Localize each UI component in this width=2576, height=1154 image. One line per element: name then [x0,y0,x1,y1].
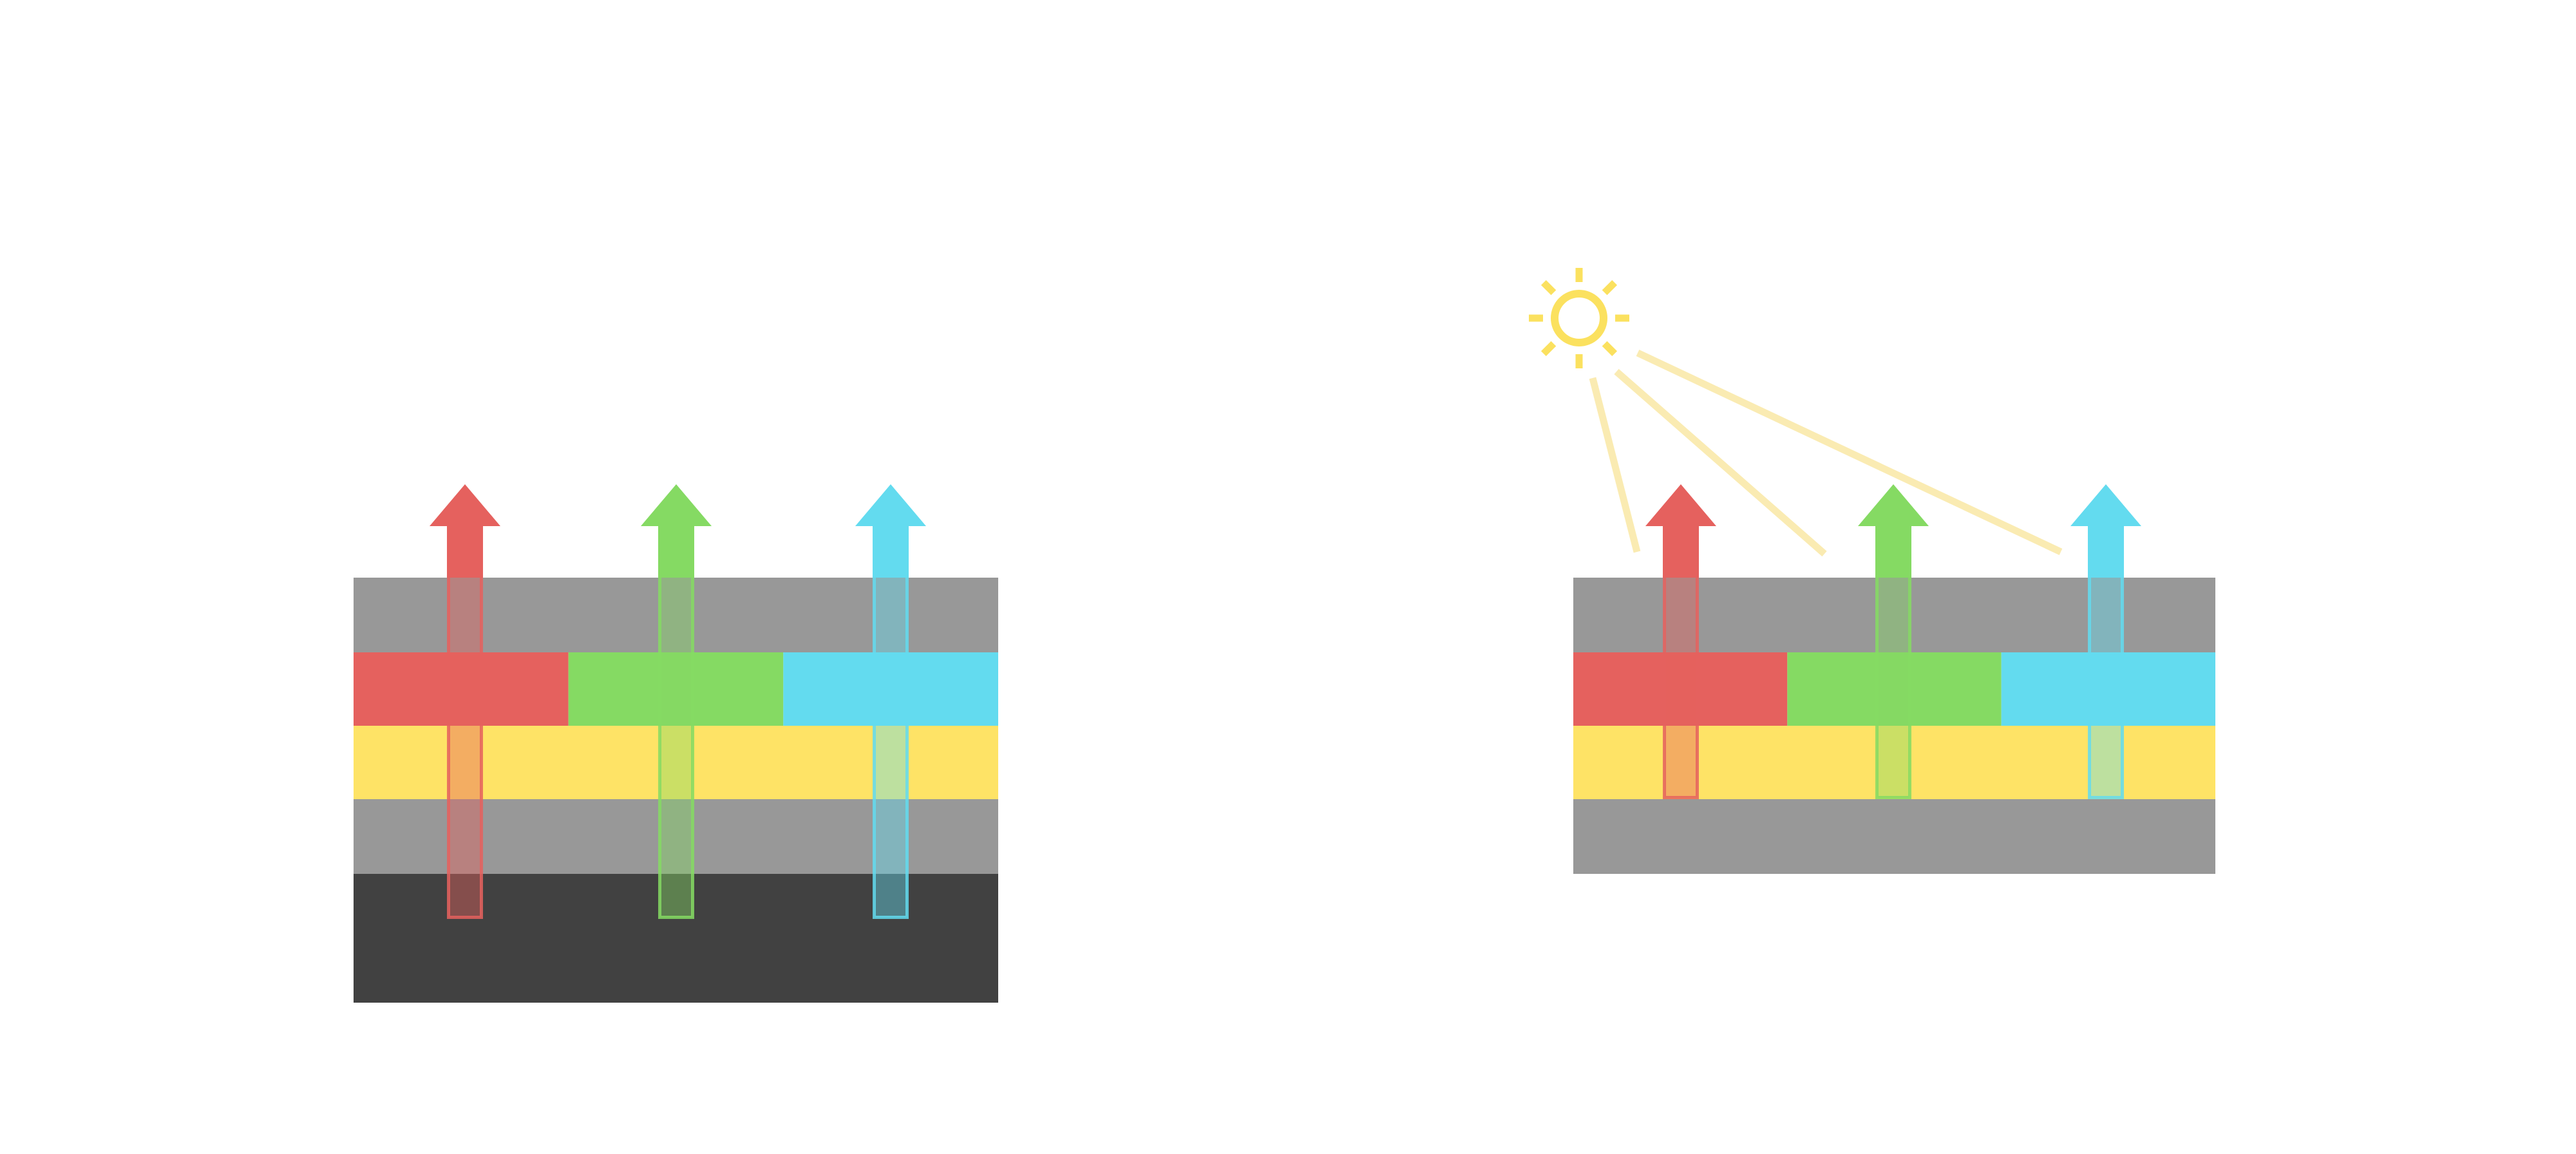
blue-light-arrow-through-layers [873,578,909,919]
blue-light-arrow [855,484,926,919]
rgb-subpixel-layer-green-segment [1787,652,2002,726]
rgb-subpixel-layer-red-segment [1573,652,1788,726]
blue-light-arrow-head [855,484,926,578]
dark-backplane-layer [354,874,998,1003]
sun-ray-dash [1540,279,1557,296]
layer-stack [1573,578,2215,874]
sunlight-beam [1636,350,2063,555]
red-light-arrow [1645,484,1716,799]
layer-stack [354,578,998,1003]
green-light-arrow-head [641,484,712,578]
yellow-layer [1573,726,2215,799]
blue-light-arrow-head [2070,484,2141,578]
gray-top-layer [354,578,998,652]
green-light-arrow-head [1858,484,1929,578]
sun-ray-dash [1602,341,1618,357]
red-light-arrow-through-layers [447,578,483,919]
rgb-subpixel-layer-green-segment [568,652,784,726]
green-light-arrow-through-layers [1875,578,1911,799]
gray-bottom-layer [354,799,998,874]
sun-ray-dash [1602,279,1618,296]
red-light-arrow-head [430,484,500,578]
rgb-subpixel-layer-cyan-segment [2001,652,2215,726]
rgb-subpixel-layer-red-segment [354,652,569,726]
red-light-arrow [430,484,500,919]
gray-bottom-layer [1573,799,2215,874]
blue-light-arrow-through-layers [2088,578,2124,799]
sun-circle [1551,290,1607,346]
gray-top-layer [1573,578,2215,652]
yellow-layer [354,726,998,799]
red-light-arrow-head [1645,484,1716,578]
green-light-arrow [1858,484,1929,799]
sunlight-beam [1589,377,1641,553]
reflective-display-panel [1529,268,2215,874]
sunlight-beam [1614,368,1827,557]
green-light-arrow [641,484,712,919]
emissive-display-panel [354,484,998,1003]
sun-ray-dash [1540,341,1557,357]
rgb-subpixel-layer-cyan-segment [783,652,998,726]
green-light-arrow-through-layers [658,578,694,919]
blue-light-arrow [2070,484,2141,799]
red-light-arrow-through-layers [1663,578,1699,799]
sun-icon [1529,268,1629,368]
